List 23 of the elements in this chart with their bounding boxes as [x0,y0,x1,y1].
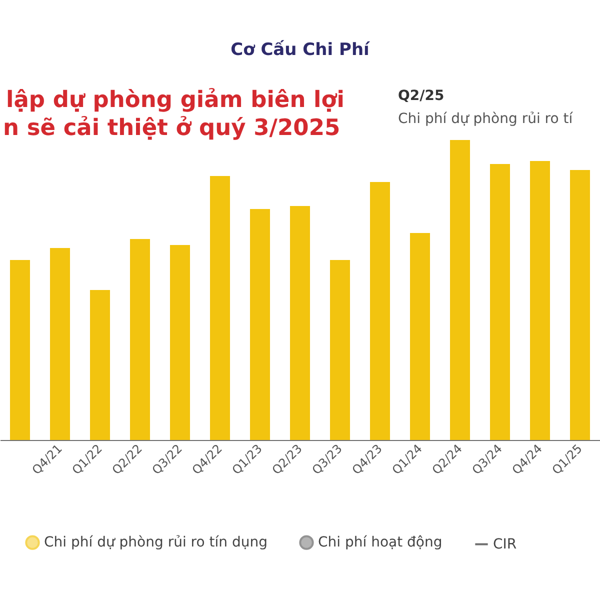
bar [210,176,230,440]
bar [530,161,550,440]
bar [450,140,470,440]
legend-label: Chi phí dự phòng rủi ro tín dụng [44,534,268,551]
bar [130,239,150,440]
chart-title: Cơ Cấu Chi Phí [230,40,371,60]
bar [370,182,390,440]
legend-label: Chi phí hoạt động [318,534,442,551]
bar [10,260,30,440]
bar [90,290,110,440]
bar [330,260,350,440]
bar [490,164,510,440]
annotation: n sẽ cải thiệt ở quý 3/2025 [3,115,340,141]
bar [410,233,430,440]
legend-label: CIR [493,536,517,552]
bar [290,206,310,440]
text: Chi phí dự phòng rủi ro tí [398,111,574,127]
bar [50,248,70,440]
text: Q2/25 [398,88,444,104]
text: lập dự phòng giảm biên lợi [6,87,344,113]
bar [570,170,590,440]
bar [170,245,190,440]
bar [250,209,270,440]
